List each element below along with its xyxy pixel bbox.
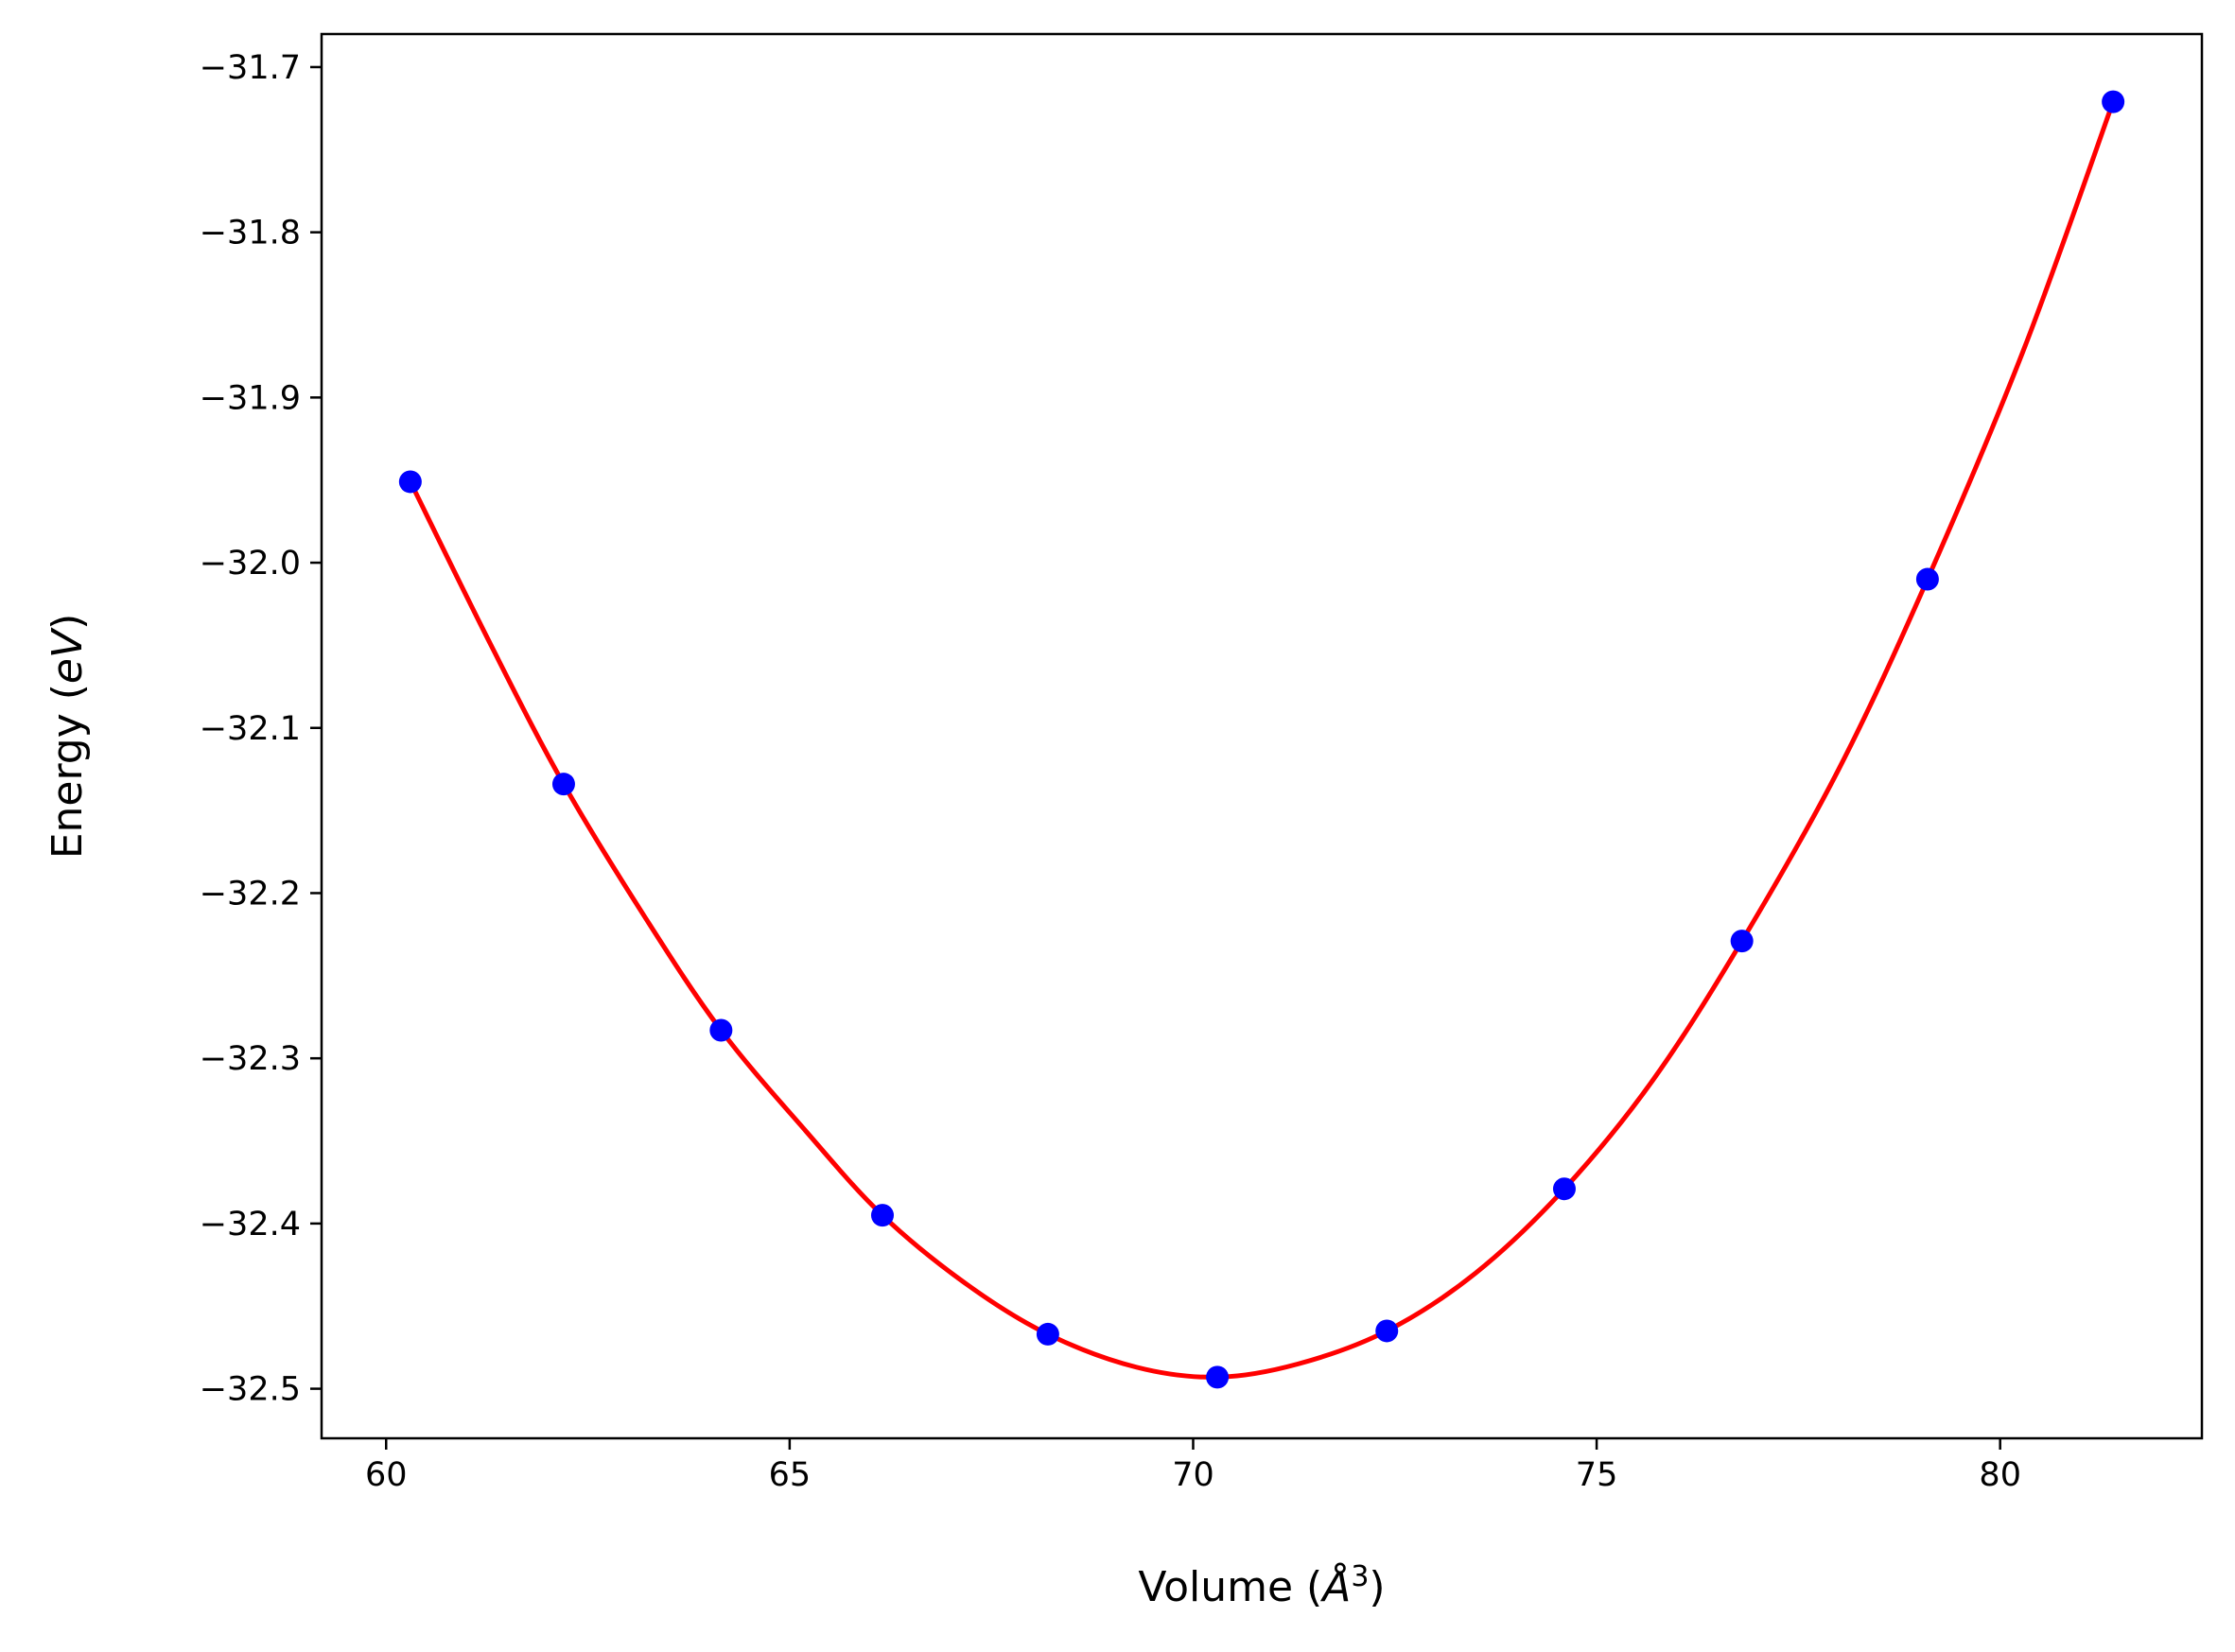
y-tick-label: −32.0 bbox=[200, 545, 301, 583]
data-point bbox=[870, 1204, 894, 1227]
axes-frame bbox=[320, 32, 2204, 1440]
x-tick-label: 60 bbox=[365, 1456, 408, 1494]
data-point bbox=[1730, 930, 1754, 953]
axes: 60 65 70 75 80 −31.7 −31.8 −31.9 −32.0 −32.1 −32.2… bbox=[200, 32, 2204, 1494]
y-tick-label: −32.5 bbox=[200, 1371, 301, 1409]
data-point bbox=[398, 470, 422, 494]
y-tick-label: −31.9 bbox=[200, 379, 301, 417]
y-tick-label: −31.8 bbox=[200, 215, 301, 252]
y-tick-label: −32.2 bbox=[200, 875, 301, 913]
x-tick-label: 75 bbox=[1576, 1456, 1618, 1494]
plot-area bbox=[398, 90, 2125, 1389]
y-tick-label: −31.7 bbox=[200, 49, 301, 87]
y-tick-label: −32.1 bbox=[200, 710, 301, 748]
x-tick-label: 70 bbox=[1172, 1456, 1214, 1494]
y-tick-label: −32.4 bbox=[200, 1206, 301, 1243]
fit-curve bbox=[408, 100, 2116, 1380]
data-point bbox=[1375, 1319, 1399, 1343]
y-axis-label: Energy (eV) bbox=[44, 614, 92, 860]
data-point bbox=[2102, 90, 2125, 113]
x-tick-label: 65 bbox=[769, 1456, 812, 1494]
x-tick-label: 80 bbox=[1979, 1456, 2021, 1494]
data-point bbox=[551, 773, 575, 796]
data-point bbox=[709, 1018, 733, 1042]
data-point bbox=[1915, 567, 1939, 591]
y-tick-label: −32.3 bbox=[200, 1040, 301, 1078]
x-axis-label: Volume (Å3) bbox=[1138, 1560, 1385, 1611]
data-point bbox=[1206, 1365, 1230, 1389]
data-point bbox=[1552, 1177, 1576, 1201]
data-point bbox=[1036, 1322, 1059, 1346]
